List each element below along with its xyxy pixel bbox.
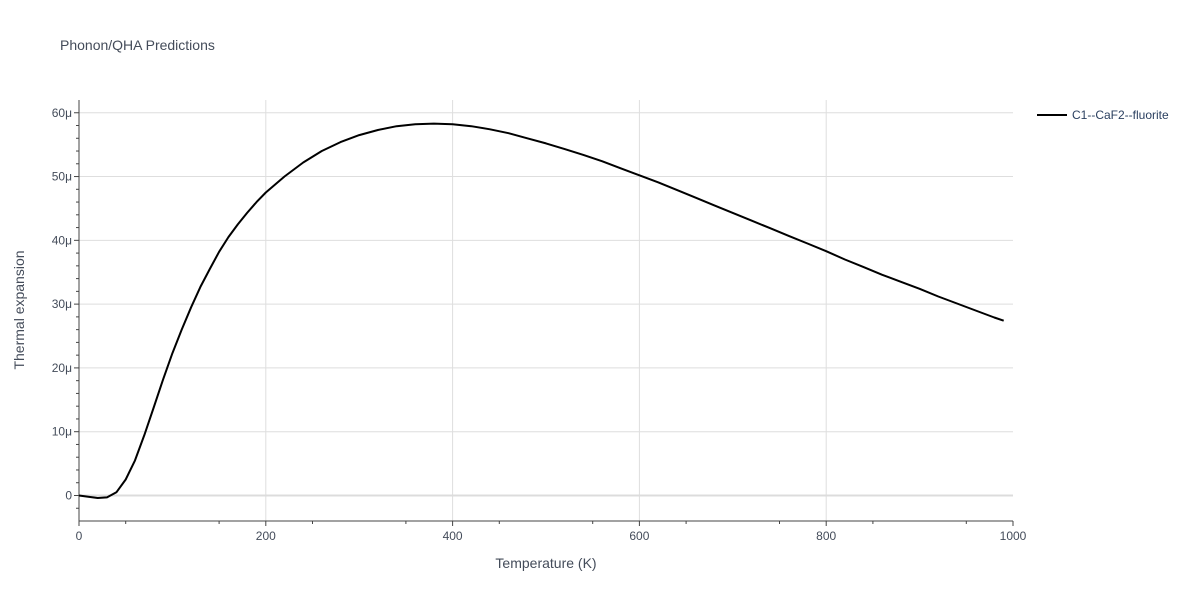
- y-tick-label: 60μ: [52, 106, 72, 120]
- y-tick-label: 40μ: [52, 233, 72, 247]
- chart-title: Phonon/QHA Predictions: [60, 37, 215, 53]
- x-tick-label: 600: [629, 529, 649, 543]
- legend-label: C1--CaF2--fluorite: [1072, 108, 1169, 122]
- y-tick-label: 0: [65, 488, 72, 502]
- y-gridlines: [79, 112, 1013, 433]
- plot-lines: [78, 122, 1005, 499]
- x-tick-label: 0: [76, 529, 83, 543]
- x-gridlines: [265, 100, 827, 521]
- y-axis-ticks: 0 10μ 20μ 30μ 40μ 50μ 60μ: [52, 106, 79, 509]
- x-tick-label: 1000: [1000, 529, 1027, 543]
- x-axis-ticks: 0 200 400 600 800 1000: [76, 521, 1027, 543]
- y-tick-label: 10μ: [52, 425, 72, 439]
- legend[interactable]: C1--CaF2--fluorite: [1037, 108, 1169, 122]
- x-tick-label: 200: [256, 529, 276, 543]
- y-tick-label: 30μ: [52, 297, 72, 311]
- y-tick-label: 20μ: [52, 361, 72, 375]
- series-line: [78, 122, 1005, 499]
- x-tick-label: 400: [443, 529, 463, 543]
- y-tick-label: 50μ: [52, 170, 72, 184]
- x-axis-title: Temperature (K): [495, 555, 596, 571]
- x-tick-label: 800: [816, 529, 836, 543]
- y-axis-title: Thermal expansion: [11, 250, 27, 369]
